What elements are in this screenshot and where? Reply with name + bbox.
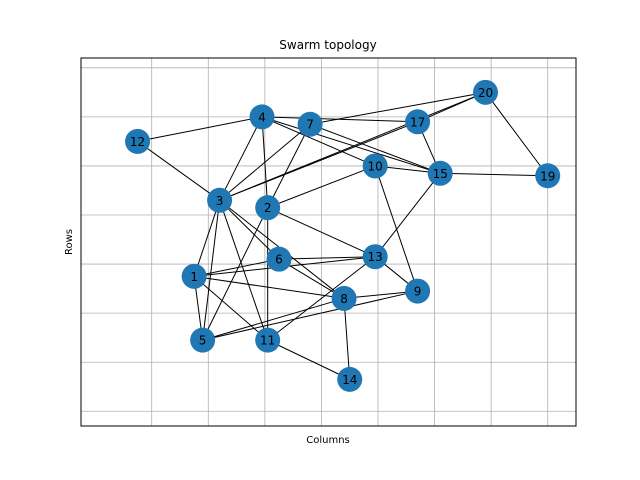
node-label-9: 9 — [414, 285, 422, 299]
edge-1-8 — [194, 275, 345, 299]
node-circle-5 — [190, 327, 216, 353]
node-label-5: 5 — [199, 334, 207, 348]
edge-5-9 — [202, 290, 418, 341]
edge-3-20 — [219, 91, 486, 201]
node-14: 14 — [337, 366, 363, 392]
node-6: 6 — [266, 246, 292, 272]
edge-15-19 — [440, 172, 548, 177]
node-19: 19 — [535, 163, 561, 189]
axes-frame — [80, 57, 577, 427]
node-circle-19 — [535, 163, 561, 189]
edge-11-14 — [267, 339, 350, 380]
grid — [81, 58, 576, 426]
edge-7-20 — [310, 91, 486, 125]
node-13: 13 — [362, 244, 388, 270]
edge-13-15 — [374, 172, 441, 258]
node-4: 4 — [249, 104, 275, 130]
node-label-1: 1 — [190, 270, 198, 284]
edge-3-1 — [193, 200, 221, 277]
node-circle-17 — [405, 109, 431, 135]
edge-6-13 — [278, 256, 376, 260]
node-circle-12 — [125, 128, 151, 154]
edge-2-13 — [267, 207, 376, 258]
edge-3-6 — [219, 199, 280, 260]
node-circle-1 — [181, 263, 207, 289]
edge-12-4 — [137, 116, 263, 142]
node-circle-20 — [472, 79, 498, 105]
node-label-6: 6 — [275, 253, 283, 267]
edge-1-11 — [193, 275, 269, 341]
edge-1-6 — [194, 258, 280, 277]
node-10: 10 — [362, 153, 388, 179]
edge-6-8 — [278, 258, 345, 299]
node-7: 7 — [297, 111, 323, 137]
node-circle-8 — [331, 285, 357, 311]
node-8: 8 — [331, 285, 357, 311]
node-label-12: 12 — [130, 135, 145, 149]
node-circle-6 — [266, 246, 292, 272]
node-label-20: 20 — [478, 86, 493, 100]
node-circle-10 — [362, 153, 388, 179]
node-1: 1 — [181, 263, 207, 289]
node-label-15: 15 — [433, 167, 448, 181]
edge-10-9 — [374, 165, 419, 292]
edge-20-19 — [485, 92, 549, 177]
node-label-14: 14 — [342, 373, 357, 387]
edges — [137, 91, 549, 380]
node-label-8: 8 — [340, 292, 348, 306]
y-axis-label: Rows — [64, 229, 75, 255]
node-circle-15 — [427, 160, 453, 186]
edge-5-8 — [202, 297, 345, 341]
chart-title: Swarm topology — [279, 38, 376, 52]
node-15: 15 — [427, 160, 453, 186]
edge-3-11 — [219, 200, 269, 341]
node-label-17: 17 — [410, 115, 425, 129]
node-12: 12 — [125, 128, 151, 154]
node-3: 3 — [207, 187, 233, 213]
node-circle-7 — [297, 111, 323, 137]
node-circle-2 — [255, 195, 281, 221]
node-label-7: 7 — [306, 118, 314, 132]
node-11: 11 — [255, 327, 281, 353]
node-5: 5 — [190, 327, 216, 353]
node-circle-3 — [207, 187, 233, 213]
node-label-2: 2 — [264, 201, 272, 215]
edge-11-13 — [267, 256, 376, 341]
x-axis-label: Columns — [306, 435, 350, 446]
edge-2-5 — [202, 207, 269, 341]
node-20: 20 — [472, 79, 498, 105]
edge-4-3 — [219, 116, 263, 201]
node-label-3: 3 — [216, 194, 224, 208]
node-circle-4 — [249, 104, 275, 130]
node-9: 9 — [405, 278, 431, 304]
node-label-19: 19 — [540, 169, 555, 183]
edge-7-3 — [219, 123, 311, 201]
edge-7-2 — [267, 124, 311, 208]
node-label-10: 10 — [368, 159, 383, 173]
node-label-4: 4 — [258, 110, 266, 124]
node-2: 2 — [255, 195, 281, 221]
edge-3-5 — [202, 200, 221, 341]
node-label-11: 11 — [260, 334, 275, 348]
node-circle-11 — [255, 327, 281, 353]
node-label-13: 13 — [368, 250, 383, 264]
edge-12-3 — [137, 141, 220, 201]
node-circle-13 — [362, 244, 388, 270]
edge-4-10 — [261, 116, 376, 167]
node-circle-14 — [337, 366, 363, 392]
node-17: 17 — [405, 109, 431, 135]
edge-2-10 — [267, 165, 376, 209]
edge-7-15 — [309, 123, 441, 174]
edge-4-15 — [261, 116, 441, 174]
edge-8-14 — [343, 298, 351, 380]
node-circle-9 — [405, 278, 431, 304]
